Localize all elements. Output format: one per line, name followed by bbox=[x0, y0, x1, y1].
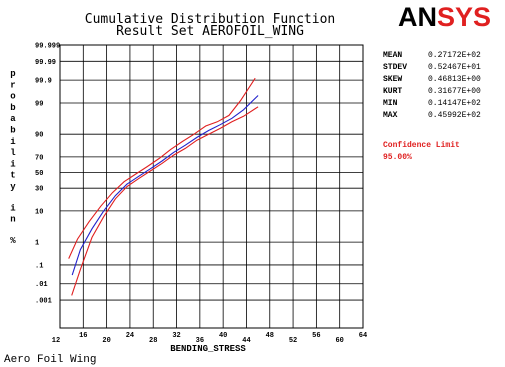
y-tick-label: 99 bbox=[35, 100, 43, 108]
y-tick-label: 99.999 bbox=[35, 43, 60, 51]
statistics-panel: MEAN 0.27172E+02 STDEV 0.52467E+01 SKEW 0.468… bbox=[383, 51, 481, 120]
y-axis-label-char: l bbox=[10, 148, 16, 158]
y-tick-label: .1 bbox=[35, 262, 43, 270]
chart-grid bbox=[59, 44, 364, 329]
y-tick-label: 50 bbox=[35, 170, 43, 178]
x-tick-label: 60 bbox=[335, 337, 343, 345]
stat-value: 0.31677E+00 bbox=[428, 87, 481, 96]
y-axis-label-char: a bbox=[10, 114, 16, 124]
y-axis-label-char: b bbox=[10, 103, 15, 113]
y-tick-label: 90 bbox=[35, 132, 43, 140]
y-axis-label-char: t bbox=[10, 171, 15, 181]
x-tick-label: 24 bbox=[126, 332, 134, 340]
y-tick-label: 30 bbox=[35, 186, 43, 194]
plot-frame bbox=[59, 44, 364, 329]
x-tick-label: 48 bbox=[266, 332, 274, 340]
y-axis-label-char: o bbox=[10, 92, 15, 102]
x-tick-label: 36 bbox=[196, 337, 204, 345]
y-tick-label: .001 bbox=[35, 298, 52, 306]
stat-key: MEAN bbox=[383, 51, 402, 60]
x-tick-label: 12 bbox=[52, 337, 60, 345]
chart-series bbox=[68, 77, 259, 296]
x-tick-label: 64 bbox=[359, 332, 367, 340]
y-tick-label: .01 bbox=[35, 281, 48, 289]
stat-key: MAX bbox=[383, 111, 398, 120]
y-tick-label: 1 bbox=[35, 240, 39, 248]
x-tick-label: 20 bbox=[102, 337, 110, 345]
stat-value: 0.52467E+01 bbox=[428, 63, 481, 72]
y-axis-label-char: b bbox=[10, 126, 15, 136]
chart-subtitle: Result Set AEROFOIL_WING bbox=[116, 24, 304, 39]
stat-value: 0.14147E+02 bbox=[428, 99, 481, 108]
series-line bbox=[68, 77, 256, 259]
x-tick-labels: 16 20 24 28 32 36 40 44 48 52 56 60 64 12 bbox=[52, 332, 367, 345]
stat-key: SKEW bbox=[383, 75, 402, 84]
confidence-limit-label: Confidence Limit bbox=[383, 141, 460, 150]
y-tick-label: 70 bbox=[35, 154, 43, 162]
y-axis-label-char: r bbox=[10, 80, 15, 90]
y-axis-label-char: p bbox=[10, 69, 15, 79]
x-tick-label: 44 bbox=[242, 337, 250, 345]
y-axis-label-char: i bbox=[10, 159, 16, 169]
stat-value: 0.45992E+02 bbox=[428, 111, 481, 120]
stat-value: 0.46813E+00 bbox=[428, 75, 481, 84]
ansys-logo-sys: SYS bbox=[437, 2, 491, 32]
x-tick-label: 32 bbox=[172, 332, 180, 340]
stat-key: KURT bbox=[383, 87, 402, 96]
x-tick-label: 40 bbox=[219, 332, 227, 340]
y-axis-label-char: % bbox=[10, 236, 16, 246]
ansys-logo-an: AN bbox=[398, 2, 437, 32]
y-axis-label-char: i bbox=[10, 137, 16, 147]
y-axis-label-char: n bbox=[10, 215, 15, 225]
footer-caption: Aero Foil Wing bbox=[4, 354, 96, 366]
stat-value: 0.27172E+02 bbox=[428, 51, 481, 60]
y-tick-label: 99.99 bbox=[35, 59, 56, 67]
series-line bbox=[71, 106, 259, 296]
series-line bbox=[71, 95, 259, 276]
chart-title: Cumulative Distribution Function bbox=[85, 12, 335, 27]
y-tick-label: 99.9 bbox=[35, 78, 52, 86]
stat-key: STDEV bbox=[383, 63, 407, 72]
y-axis-label-char: y bbox=[10, 182, 16, 192]
x-tick-label: 56 bbox=[312, 332, 320, 340]
x-tick-label: 28 bbox=[149, 337, 157, 345]
confidence-limit-value: 95.00% bbox=[383, 153, 412, 162]
stat-key: MIN bbox=[383, 99, 398, 108]
x-tick-label: 16 bbox=[79, 332, 87, 340]
x-tick-label: 52 bbox=[289, 337, 297, 345]
y-axis-label-char: i bbox=[10, 203, 16, 213]
x-axis-label: BENDING_STRESS bbox=[170, 344, 246, 354]
y-tick-label: 10 bbox=[35, 208, 43, 216]
